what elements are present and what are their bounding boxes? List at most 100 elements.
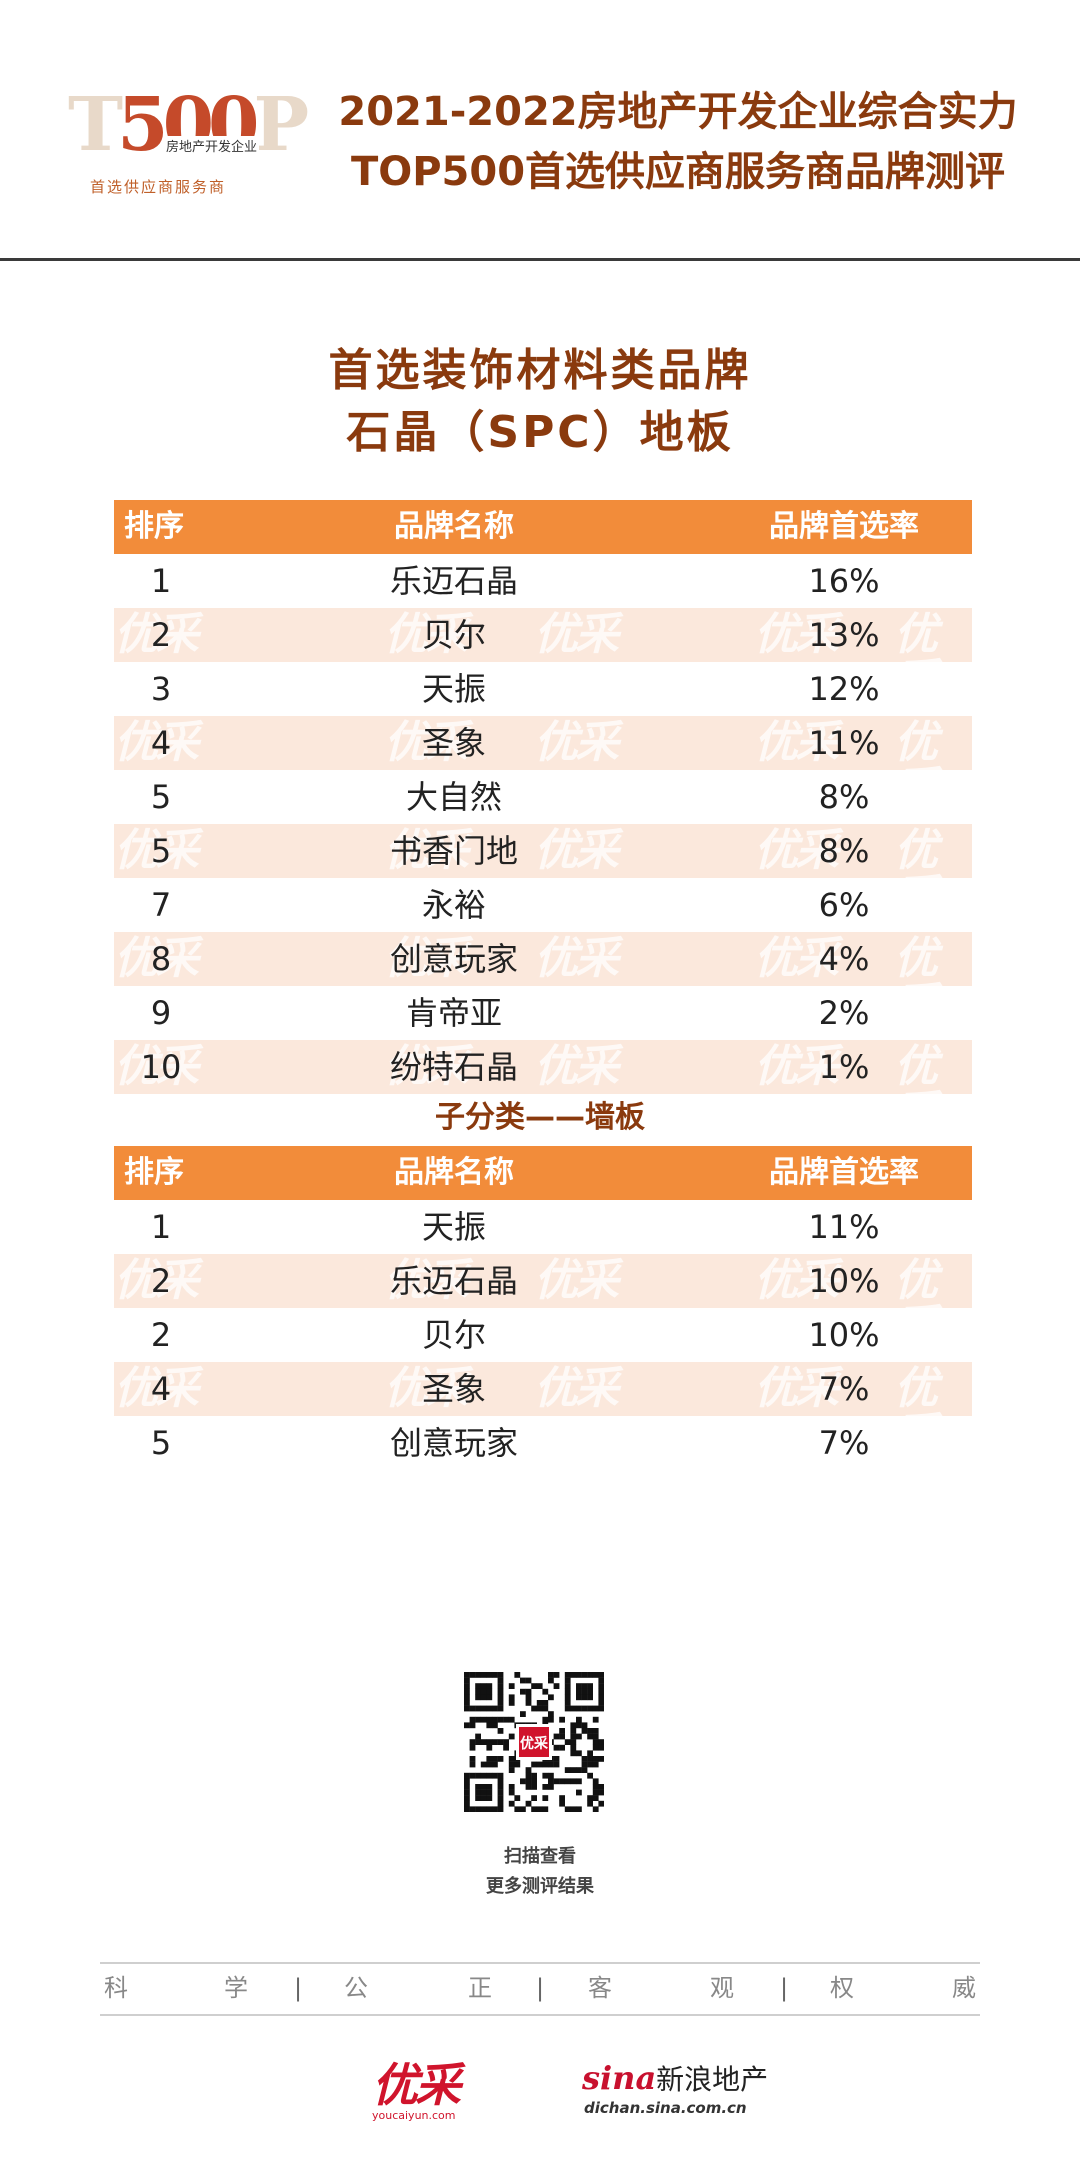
- youcai-logo[interactable]: 优采 youcaiyun.com: [372, 2060, 472, 2124]
- table-row: 优采优采优采优采优采4圣象7%: [114, 1362, 972, 1416]
- watermark: 优采: [384, 825, 469, 876]
- motto: 科 学 | 公 正 | 客 观 | 权 威: [100, 1968, 980, 2008]
- page-header: T500P 房地产开发企业 首选供应商服务商 2021-2022房地产开发企业综…: [0, 0, 1080, 262]
- table-row: 7 永裕 6%: [114, 878, 972, 932]
- qr-caption-line2: 更多测评结果: [486, 1876, 594, 1897]
- table-row: 9 肯帝亚 2%: [114, 986, 972, 1040]
- cell-rate: 13%: [808, 616, 880, 654]
- motto-char: 正: [468, 1974, 492, 2002]
- watermark: 优采: [384, 609, 469, 660]
- header-rate: 品牌首选率: [769, 1155, 919, 1190]
- header-brand: 品牌名称: [394, 1155, 514, 1190]
- motto-char: 权: [830, 1974, 854, 2002]
- motto-separator: |: [294, 1974, 303, 2002]
- cell-rank: 1: [150, 1208, 172, 1246]
- youcai-logo-mark: 优采: [372, 2058, 461, 2112]
- watermark: 优采: [534, 1255, 619, 1306]
- watermark: 优采: [534, 1363, 619, 1414]
- watermark: 优采: [754, 933, 839, 984]
- logo-mark: T500P: [68, 80, 310, 170]
- header-rate: 品牌首选率: [769, 509, 919, 544]
- motto-top-rule: [100, 1962, 980, 1964]
- report-title: 2021-2022房地产开发企业综合实力 TOP500首选供应商服务商品牌测评: [318, 82, 1038, 202]
- table-row: 优采优采优采优采优采2贝尔13%: [114, 608, 972, 662]
- watermark: 优采: [534, 1041, 619, 1092]
- cell-rate: 11%: [808, 724, 880, 762]
- table-row: 5 创意玩家 7%: [114, 1416, 972, 1470]
- cell-rate: 4%: [818, 940, 870, 978]
- watermark: 优采: [114, 609, 199, 660]
- table-row: 优采优采优采优采优采8创意玩家4%: [114, 932, 972, 986]
- motto-char: 公: [344, 1974, 368, 2002]
- table-row: 优采优采优采优采优采2乐迈石晶10%: [114, 1254, 972, 1308]
- cell-brand: 贝尔: [421, 616, 486, 654]
- cell-rank: 5: [150, 1424, 172, 1462]
- logo-number: 500: [117, 82, 259, 168]
- watermark: 优采: [754, 825, 839, 876]
- table-row: 1 乐迈石晶 16%: [114, 554, 972, 608]
- cell-brand: 永裕: [421, 886, 486, 924]
- watermark: 优采: [894, 1363, 938, 1417]
- watermark: 优采: [384, 933, 469, 984]
- cell-rate: 7%: [818, 1370, 870, 1408]
- cell-rate: 8%: [818, 778, 870, 816]
- cell-rank: 9: [150, 994, 172, 1032]
- cell-rank: 2: [150, 1262, 172, 1300]
- watermark: 优采: [894, 609, 938, 663]
- logo-small-text: 房地产开发企业: [164, 136, 260, 155]
- subcategory-title: 子分类——墙板: [435, 1100, 645, 1135]
- sina-dichan-logo[interactable]: sina新浪地产 dichan.sina.com.cn: [582, 2058, 782, 2122]
- sina-url: dichan.sina.com.cn: [584, 2099, 747, 2117]
- watermark: 优采: [754, 609, 839, 660]
- cell-rate: 2%: [818, 994, 870, 1032]
- top500-logo: T500P 房地产开发企业 首选供应商服务商: [68, 80, 309, 196]
- motto-char: 学: [224, 1974, 248, 2002]
- logo-letter-p: P: [253, 82, 310, 168]
- header-rank: 排序: [124, 509, 184, 544]
- header-divider: [0, 258, 1080, 261]
- watermark: 优采: [384, 1363, 469, 1414]
- motto-char: 观: [710, 1974, 734, 2002]
- youcai-url: youcaiyun.com: [372, 2109, 456, 2122]
- header-rank: 排序: [124, 1155, 184, 1190]
- section-title-line2: 石晶（SPC）地板: [346, 407, 734, 458]
- cell-rate: 1%: [818, 1048, 870, 1086]
- table-row: 5 大自然 8%: [114, 770, 972, 824]
- section-title-line1: 首选装饰材料类品牌: [328, 345, 752, 396]
- watermark: 优采: [894, 1041, 938, 1095]
- cell-rank: 2: [150, 616, 172, 654]
- cell-brand: 肯帝亚: [405, 994, 502, 1032]
- cell-brand: 创意玩家: [389, 940, 518, 978]
- watermark: 优采: [894, 825, 938, 879]
- table-header: 排序 品牌名称 品牌首选率: [114, 1146, 972, 1200]
- watermark: 优采: [894, 933, 938, 987]
- watermark: 优采: [114, 1255, 199, 1306]
- cell-rate: 16%: [808, 562, 880, 600]
- watermark: 优采: [114, 933, 199, 984]
- cell-rate: 10%: [808, 1316, 880, 1354]
- section-title: 首选装饰材料类品牌 石晶（SPC）地板: [0, 340, 1080, 464]
- table-row: 优采优采优采优采优采5书香门地8%: [114, 824, 972, 878]
- cell-rank: 7: [150, 886, 172, 924]
- qr-code[interactable]: 优采: [464, 1672, 604, 1812]
- cell-brand: 圣象: [421, 1370, 486, 1408]
- watermark: 优采: [384, 1255, 469, 1306]
- cell-rank: 4: [150, 724, 172, 762]
- cell-rate: 12%: [808, 670, 880, 708]
- cell-brand: 贝尔: [421, 1316, 486, 1354]
- watermark: 优采: [114, 1363, 199, 1414]
- table-row: 优采优采优采优采优采4圣象11%: [114, 716, 972, 770]
- cell-rank: 8: [150, 940, 172, 978]
- header-brand: 品牌名称: [394, 509, 514, 544]
- watermark: 优采: [534, 933, 619, 984]
- watermark: 优采: [754, 717, 839, 768]
- watermark: 优采: [114, 825, 199, 876]
- sina-dichan-text: 新浪地产: [656, 2063, 769, 2096]
- ranking-table-floor: 排序 品牌名称 品牌首选率 1乐迈石晶16%优采优采优采优采优采2贝尔13%3天…: [114, 500, 972, 1094]
- watermark: 优采: [754, 1041, 839, 1092]
- ranking-table-wallboard: 排序 品牌名称 品牌首选率 1天振11%优采优采优采优采优采2乐迈石晶10%2贝…: [114, 1146, 972, 1470]
- cell-rate: 7%: [818, 1424, 870, 1462]
- cell-rate: 8%: [818, 832, 870, 870]
- cell-brand: 乐迈石晶: [389, 1262, 518, 1300]
- watermark: 优采: [754, 1363, 839, 1414]
